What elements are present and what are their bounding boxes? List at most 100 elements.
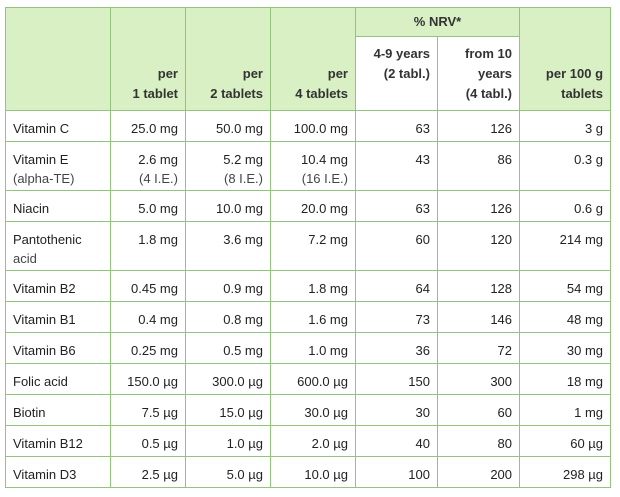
table-row: Biotin 7.5 µg 15.0 µg 30.0 µg 30 60 1 mg (5, 394, 612, 426)
nrv-child-cell: 63 (355, 190, 438, 222)
nutrient-name-cell: Vitamin E (alpha-TE) (5, 141, 111, 191)
per-1-tablet-cell: 2.5 µg (110, 456, 186, 488)
table-row: Vitamin B12 0.5 µg 1.0 µg 2.0 µg 40 80 60 µg (5, 425, 612, 457)
per-1-tablet-cell: 25.0 mg (110, 110, 186, 142)
per-100g-cell: 3 g (519, 110, 612, 142)
nrv-adult-cell: 86 (436, 141, 521, 191)
header-per-1-tablet: per 1 tablet (110, 7, 186, 111)
cell-line: 10.4 mg (301, 152, 348, 167)
cell-line: 0.25 mg (131, 343, 178, 358)
table-header: per 1 tablet per 2 tablets per 4 tablets… (5, 7, 612, 111)
watermark-logo (40, 484, 130, 496)
cell-line: 10.0 µg (304, 467, 348, 482)
cell-line: Vitamin B6 (13, 343, 76, 358)
per-2-tablets-cell: 300.0 µg (185, 363, 271, 395)
per-2-tablets-cell: 15.0 µg (185, 394, 271, 426)
nrv-adult-cell: 126 (436, 110, 521, 142)
per-4-tablets-cell: 1.0 mg (270, 332, 356, 364)
cell-line: (alpha-TE) (13, 171, 75, 186)
nrv-child-cell: 40 (355, 425, 438, 457)
header-nrv-title: % NRV* (354, 7, 521, 37)
cell-line: 5.2 mg (223, 152, 263, 167)
nrv-adult-cell: 80 (436, 425, 521, 457)
per-4-tablets-cell: 1.6 mg (270, 301, 356, 333)
nutrient-name-cell: Vitamin C (5, 110, 111, 142)
per-1-tablet-cell: 0.5 µg (110, 425, 186, 457)
per-4-tablets-cell: 7.2 mg (270, 221, 356, 271)
per-1-tablet-cell: 0.45 mg (110, 270, 186, 302)
cell-line: 7.5 µg (141, 405, 178, 420)
per-100g-cell: 48 mg (519, 301, 612, 333)
nrv-child-cell: 63 (355, 110, 438, 142)
per-100g-cell: 60 µg (519, 425, 612, 457)
nutrient-name-cell: Vitamin D3 (5, 456, 111, 488)
nrv-adult-cell: 200 (436, 456, 521, 488)
nutrient-name-cell: Vitamin B1 (5, 301, 111, 333)
header-line: per (242, 66, 263, 81)
nrv-adult-cell: 72 (436, 332, 521, 364)
nrv-child-cell: 36 (355, 332, 438, 364)
cell-line: 25.0 mg (131, 121, 178, 136)
cell-line: Folic acid (13, 374, 68, 389)
cell-line: 20.0 mg (301, 201, 348, 216)
cell-line: 2.5 µg (141, 467, 178, 482)
cell-line: Vitamin B1 (13, 312, 76, 327)
header-nrv-adult: from 10 years (4 tabl.) (436, 36, 521, 111)
cell-line: (16 I.E.) (301, 171, 348, 186)
cell-line: 0.4 mg (138, 312, 178, 327)
per-1-tablet-cell: 0.4 mg (110, 301, 186, 333)
per-2-tablets-cell: 0.9 mg (185, 270, 271, 302)
nrv-adult-cell: 300 (436, 363, 521, 395)
nrv-child-cell: 43 (355, 141, 438, 191)
header-line: from 10 (465, 46, 513, 61)
cell-line: 1.8 mg (308, 281, 348, 296)
cell-line: 1.6 mg (308, 312, 348, 327)
cell-line: 1.0 µg (226, 436, 263, 451)
cell-line: 2.6 mg (138, 152, 178, 167)
header-line: tablets (561, 86, 604, 101)
per-100g-cell: 298 µg (519, 456, 612, 488)
per-2-tablets-cell: 3.6 mg (185, 221, 271, 271)
table-row: Vitamin E (alpha-TE) 2.6 mg (4 I.E.) 5.2 mg (… (5, 141, 612, 191)
per-100g-cell: 18 mg (519, 363, 612, 395)
cell-line: 0.45 mg (131, 281, 178, 296)
per-4-tablets-cell: 20.0 mg (270, 190, 356, 222)
per-100g-cell: 0.6 g (519, 190, 612, 222)
nrv-child-cell: 73 (355, 301, 438, 333)
per-4-tablets-cell: 100.0 mg (270, 110, 356, 142)
cell-line: 50.0 mg (216, 121, 263, 136)
nutrient-name-cell: Pantothenic acid (5, 221, 111, 271)
header-nrv-child: 4-9 years (2 tabl.) (355, 36, 438, 111)
cell-line: 1.0 mg (308, 343, 348, 358)
per-100g-cell: 1 mg (519, 394, 612, 426)
per-1-tablet-cell: 5.0 mg (110, 190, 186, 222)
cell-line: Pantothenic (13, 232, 82, 247)
nrv-adult-cell: 60 (436, 394, 521, 426)
table-row: Vitamin B1 0.4 mg 0.8 mg 1.6 mg 73 146 48 mg (5, 301, 612, 333)
header-line: per 100 g (545, 66, 604, 81)
per-2-tablets-cell: 1.0 µg (185, 425, 271, 457)
nrv-adult-cell: 146 (436, 301, 521, 333)
header-empty-cell (5, 7, 111, 111)
cell-line: 1.8 mg (138, 232, 178, 247)
nrv-adult-cell: 126 (436, 190, 521, 222)
header-line: per (157, 66, 178, 81)
per-1-tablet-cell: 0.25 mg (110, 332, 186, 364)
per-1-tablet-cell: 1.8 mg (110, 221, 186, 271)
cell-line: Vitamin B2 (13, 281, 76, 296)
nutrient-name-cell: Biotin (5, 394, 111, 426)
cell-line: acid (13, 251, 37, 266)
cell-line: (8 I.E.) (223, 171, 263, 186)
cell-line: Vitamin C (13, 121, 70, 136)
per-2-tablets-cell: 0.8 mg (185, 301, 271, 333)
nrv-child-cell: 64 (355, 270, 438, 302)
nutrition-table: per 1 tablet per 2 tablets per 4 tablets… (5, 7, 612, 488)
per-4-tablets-cell: 600.0 µg (270, 363, 356, 395)
table-row: Vitamin B2 0.45 mg 0.9 mg 1.8 mg 64 128 54 mg (5, 270, 612, 302)
nutrient-name-cell: Vitamin B2 (5, 270, 111, 302)
cell-line: 0.8 mg (223, 312, 263, 327)
header-row-top: per 1 tablet per 2 tablets per 4 tablets… (5, 7, 612, 111)
cell-line: Niacin (13, 201, 50, 216)
per-100g-cell: 214 mg (519, 221, 612, 271)
table-row: Vitamin B6 0.25 mg 0.5 mg 1.0 mg 36 72 30 mg (5, 332, 612, 364)
